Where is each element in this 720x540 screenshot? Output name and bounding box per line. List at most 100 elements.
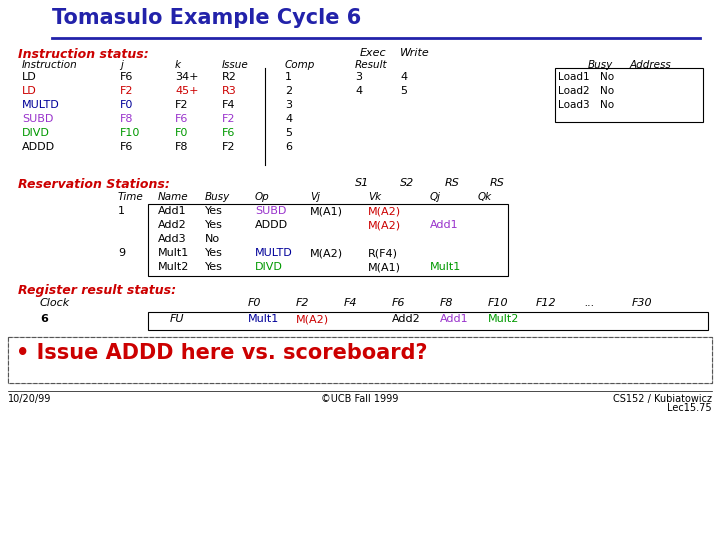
Text: Qj: Qj xyxy=(430,192,441,202)
Text: F0: F0 xyxy=(248,298,261,308)
Text: 5: 5 xyxy=(285,128,292,138)
Text: Yes: Yes xyxy=(205,220,223,230)
Text: ADDD: ADDD xyxy=(22,142,55,152)
Text: Address: Address xyxy=(630,60,672,70)
Text: RS: RS xyxy=(445,178,460,188)
Text: M(A1): M(A1) xyxy=(310,206,343,216)
Text: 5: 5 xyxy=(400,86,407,96)
Text: F6: F6 xyxy=(222,128,235,138)
Text: F2: F2 xyxy=(296,298,310,308)
Text: 1: 1 xyxy=(118,206,125,216)
Text: CS152 / Kubiatowicz: CS152 / Kubiatowicz xyxy=(613,394,712,404)
Text: R2: R2 xyxy=(222,72,237,82)
Text: Mult1: Mult1 xyxy=(248,314,279,324)
Text: Load2: Load2 xyxy=(558,86,590,96)
Text: DIVD: DIVD xyxy=(255,262,283,272)
Text: LD: LD xyxy=(22,86,37,96)
Text: M(A1): M(A1) xyxy=(368,262,401,272)
Text: Add2: Add2 xyxy=(158,220,186,230)
Text: 4: 4 xyxy=(355,86,362,96)
Text: Write: Write xyxy=(400,48,430,58)
Text: Add2: Add2 xyxy=(392,314,420,324)
Text: 1: 1 xyxy=(285,72,292,82)
Text: Add1: Add1 xyxy=(158,206,186,216)
Text: 6: 6 xyxy=(285,142,292,152)
Text: 45+: 45+ xyxy=(175,86,199,96)
Text: F12: F12 xyxy=(536,298,557,308)
Bar xyxy=(148,312,708,330)
Text: ...: ... xyxy=(584,298,595,308)
Text: No: No xyxy=(600,86,614,96)
Text: Result: Result xyxy=(355,60,387,70)
Text: R3: R3 xyxy=(222,86,237,96)
Text: 34+: 34+ xyxy=(175,72,199,82)
Text: M(A2): M(A2) xyxy=(368,220,401,230)
Text: F2: F2 xyxy=(222,114,235,124)
Text: Yes: Yes xyxy=(205,248,223,258)
Text: Tomasulo Example Cycle 6: Tomasulo Example Cycle 6 xyxy=(52,8,361,28)
Text: F0: F0 xyxy=(120,100,133,110)
Text: RS: RS xyxy=(490,178,505,188)
Text: Name: Name xyxy=(158,192,189,202)
Text: 2: 2 xyxy=(285,86,292,96)
Text: Instruction: Instruction xyxy=(22,60,78,70)
Text: k: k xyxy=(175,60,181,70)
Text: S1: S1 xyxy=(355,178,369,188)
Text: 3: 3 xyxy=(355,72,362,82)
Bar xyxy=(148,204,508,276)
Text: Add3: Add3 xyxy=(158,234,186,244)
Text: SUBD: SUBD xyxy=(22,114,53,124)
Text: F6: F6 xyxy=(175,114,189,124)
Text: F4: F4 xyxy=(222,100,235,110)
Text: MULTD: MULTD xyxy=(22,100,60,110)
Text: F10: F10 xyxy=(120,128,140,138)
Text: No: No xyxy=(600,100,614,110)
Text: F8: F8 xyxy=(120,114,133,124)
Text: Busy: Busy xyxy=(588,60,613,70)
Text: Time: Time xyxy=(118,192,144,202)
Text: 6: 6 xyxy=(40,314,48,324)
Bar xyxy=(555,68,703,122)
Text: No: No xyxy=(600,72,614,82)
Text: Mult2: Mult2 xyxy=(488,314,519,324)
Text: F8: F8 xyxy=(175,142,189,152)
Text: F30: F30 xyxy=(632,298,652,308)
Text: MULTD: MULTD xyxy=(255,248,293,258)
Text: • Issue ADDD here vs. scoreboard?: • Issue ADDD here vs. scoreboard? xyxy=(16,343,428,363)
Text: F0: F0 xyxy=(175,128,189,138)
Text: SUBD: SUBD xyxy=(255,206,287,216)
Text: M(A2): M(A2) xyxy=(368,206,401,216)
Text: F2: F2 xyxy=(222,142,235,152)
Text: Vk: Vk xyxy=(368,192,381,202)
Text: F6: F6 xyxy=(120,72,133,82)
Text: Add1: Add1 xyxy=(430,220,459,230)
Text: Exec: Exec xyxy=(360,48,387,58)
Text: 4: 4 xyxy=(400,72,407,82)
Text: F2: F2 xyxy=(120,86,133,96)
Text: F4: F4 xyxy=(344,298,358,308)
Text: 3: 3 xyxy=(285,100,292,110)
Text: LD: LD xyxy=(22,72,37,82)
Bar xyxy=(8,337,712,383)
Text: Lec15.75: Lec15.75 xyxy=(667,403,712,413)
Text: F10: F10 xyxy=(488,298,508,308)
Text: M(A2): M(A2) xyxy=(310,248,343,258)
Text: F6: F6 xyxy=(120,142,133,152)
Bar xyxy=(8,337,712,383)
Text: Busy: Busy xyxy=(205,192,230,202)
Text: ©UCB Fall 1999: ©UCB Fall 1999 xyxy=(321,394,399,404)
Text: Issue: Issue xyxy=(222,60,248,70)
Text: R(F4): R(F4) xyxy=(368,248,398,258)
Text: F8: F8 xyxy=(440,298,454,308)
Text: Load1: Load1 xyxy=(558,72,590,82)
Text: DIVD: DIVD xyxy=(22,128,50,138)
Text: F2: F2 xyxy=(175,100,189,110)
Text: Register result status:: Register result status: xyxy=(18,284,176,297)
Text: 10/20/99: 10/20/99 xyxy=(8,394,51,404)
Text: 9: 9 xyxy=(118,248,125,258)
Text: Mult1: Mult1 xyxy=(430,262,462,272)
Text: FU: FU xyxy=(170,314,184,324)
Text: M(A2): M(A2) xyxy=(296,314,329,324)
Text: Load3: Load3 xyxy=(558,100,590,110)
Text: Yes: Yes xyxy=(205,206,223,216)
